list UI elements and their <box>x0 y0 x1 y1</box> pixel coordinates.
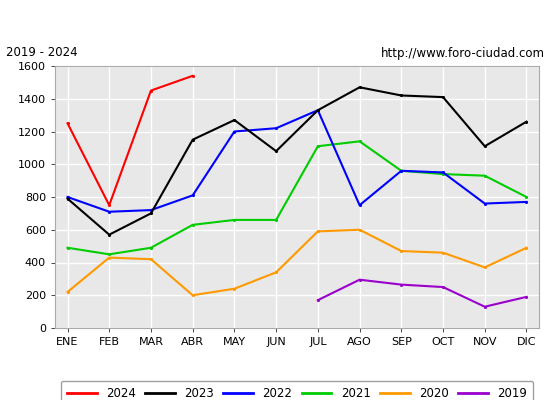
Text: 2019 - 2024: 2019 - 2024 <box>6 46 77 60</box>
Text: Evolucion Nº Turistas Extranjeros en el municipio de Benifallet: Evolucion Nº Turistas Extranjeros en el … <box>47 12 503 28</box>
Legend: 2024, 2023, 2022, 2021, 2020, 2019: 2024, 2023, 2022, 2021, 2020, 2019 <box>61 381 533 400</box>
Text: http://www.foro-ciudad.com: http://www.foro-ciudad.com <box>381 46 544 60</box>
